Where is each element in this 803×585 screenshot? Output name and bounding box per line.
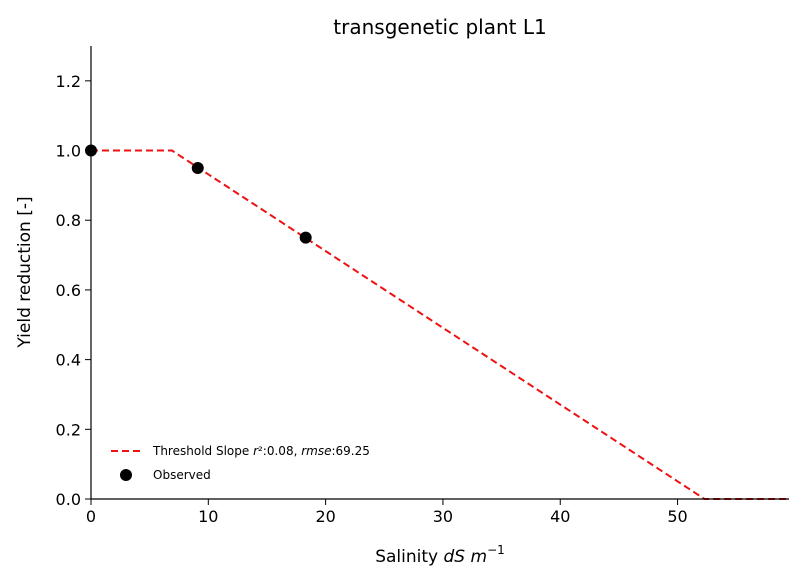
legend: Threshold Slope r²:0.08, rmse:69.25 Obse… bbox=[111, 444, 370, 482]
y-tick-label: 0.6 bbox=[56, 281, 81, 300]
x-tick-label: 40 bbox=[550, 507, 570, 526]
y-tick-label: 0.0 bbox=[56, 490, 81, 509]
y-tick-label: 1.2 bbox=[56, 72, 81, 91]
observed-point bbox=[299, 231, 312, 244]
legend-scatter-swatch bbox=[120, 469, 132, 481]
y-tick-label: 0.4 bbox=[56, 351, 81, 370]
x-tick-label: 50 bbox=[667, 507, 687, 526]
chart-title: transgenetic plant L1 bbox=[333, 15, 546, 39]
x-axis-label: Salinity dS m−1 bbox=[375, 543, 505, 567]
y-tick-label: 1.0 bbox=[56, 142, 81, 161]
plot-area: 0 10 20 30 40 50 0.0 0.2 0.4 0.6 0.8 1.0 1.2 bbox=[56, 46, 789, 526]
y-tick-label: 0.8 bbox=[56, 211, 81, 230]
x-tick-label: 0 bbox=[86, 507, 96, 526]
observed-point bbox=[191, 161, 204, 174]
y-axis-ticks: 0.0 0.2 0.4 0.6 0.8 1.0 1.2 bbox=[56, 72, 91, 509]
x-tick-label: 20 bbox=[315, 507, 335, 526]
y-axis-label: Yield reduction [-] bbox=[15, 196, 35, 348]
y-tick-label: 0.2 bbox=[56, 420, 81, 439]
x-axis-ticks: 0 10 20 30 40 50 bbox=[86, 499, 688, 526]
x-tick-label: 10 bbox=[198, 507, 218, 526]
legend-scatter-label: Observed bbox=[153, 468, 211, 482]
x-tick-label: 30 bbox=[433, 507, 453, 526]
legend-line-label: Threshold Slope r²:0.08, rmse:69.25 bbox=[152, 444, 370, 458]
